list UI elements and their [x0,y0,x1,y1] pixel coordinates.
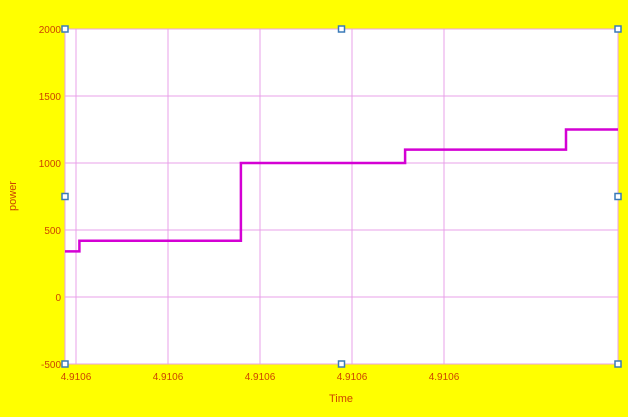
selection-handle[interactable] [61,192,69,201]
x-tick-label: 4.9106 [61,372,92,383]
y-axis-ticks: -500 0 500 1000 1500 2000 [39,25,62,371]
power-series-line [65,128,618,253]
x-tick-label: 4.9106 [429,372,460,383]
x-tick-label: 4.9106 [337,372,368,383]
y-tick-label: 1500 [39,92,62,103]
x-tick-label: 4.9106 [245,372,276,383]
y-tick-label: 1000 [39,159,62,170]
selection-handles [61,25,622,368]
x-axis-ticks: 4.9106 4.9106 4.9106 4.9106 4.9106 [61,372,460,383]
y-tick-label: 2000 [39,25,62,36]
x-tick-label: 4.9106 [153,372,184,383]
selection-handle[interactable] [614,192,622,201]
y-tick-label: -500 [41,360,61,371]
y-tick-label: 500 [44,226,61,237]
x-axis-label: Time [329,393,353,405]
selection-handle[interactable] [614,360,622,368]
selection-handle[interactable] [614,25,622,33]
selection-handle[interactable] [337,25,346,33]
y-axis-label: power [7,181,19,211]
selection-handle[interactable] [61,25,69,33]
selection-handle[interactable] [61,360,69,368]
selection-handle[interactable] [337,360,346,368]
plot-area [65,29,618,364]
y-tick-label: 0 [55,293,61,304]
